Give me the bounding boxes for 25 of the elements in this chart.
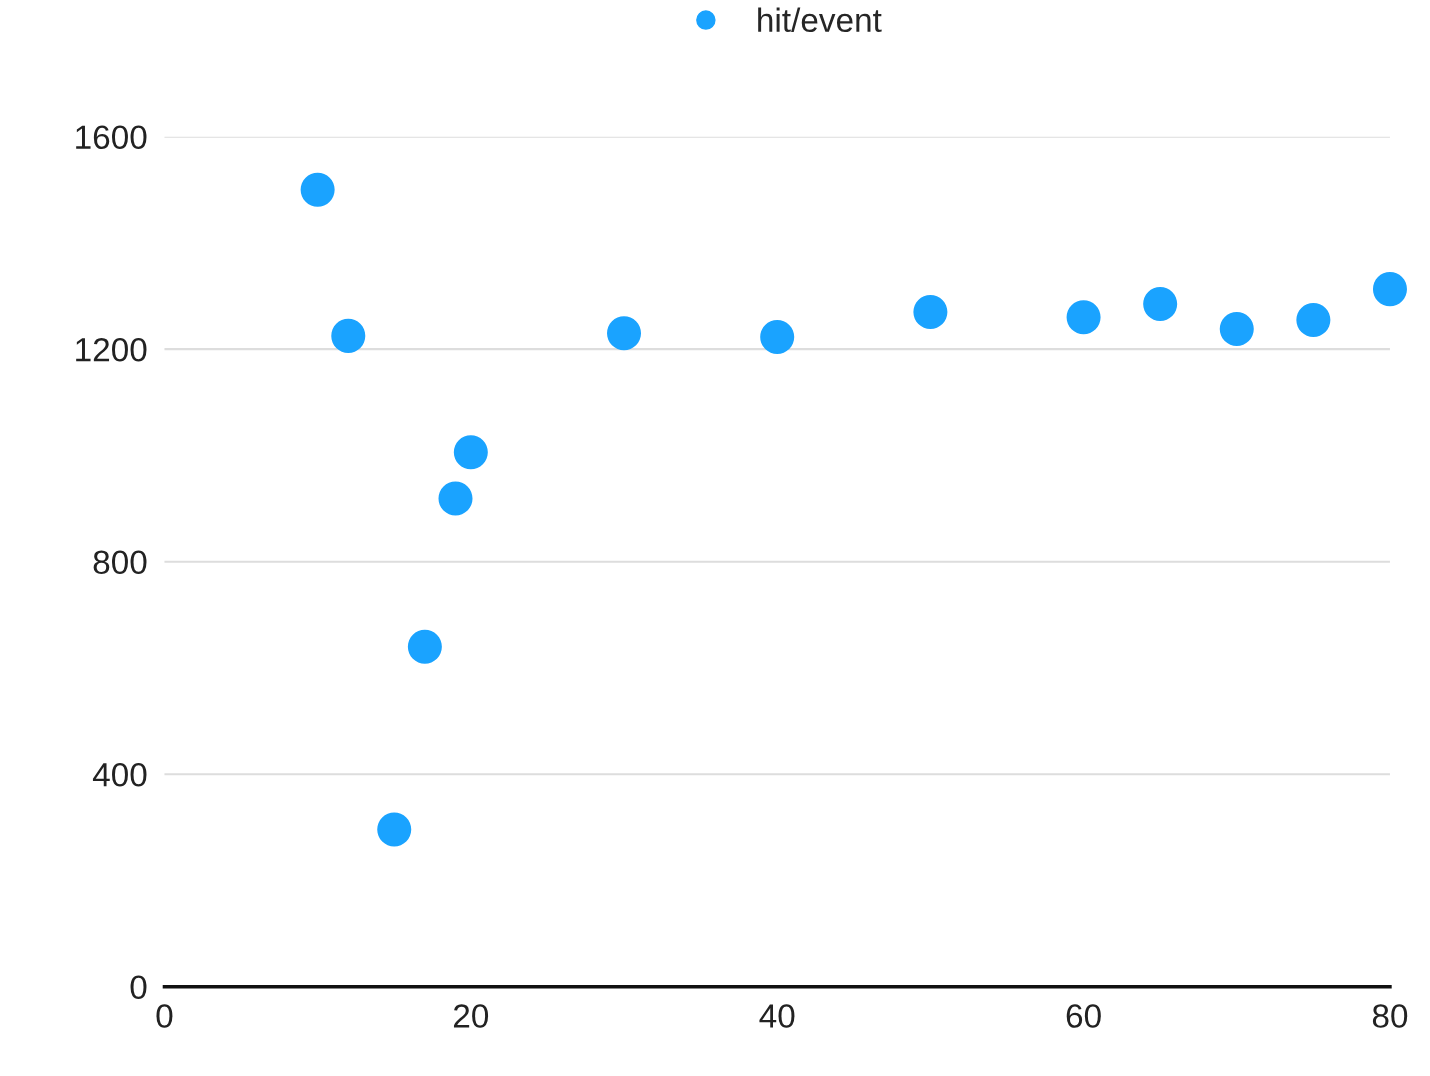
point (377, 812, 412, 847)
legend-label: hit/event (758, 7, 882, 33)
point (300, 172, 335, 207)
point (1066, 300, 1101, 335)
point (1219, 311, 1254, 346)
x-tick-label: 80 (1372, 1004, 1408, 1028)
y-tick-label: 1600 (76, 125, 147, 150)
y-tick-label: 400 (92, 762, 147, 787)
x-tick-label: 60 (1066, 1004, 1101, 1028)
point (913, 294, 948, 329)
y-tick-label: 1200 (76, 337, 147, 362)
point (407, 629, 442, 664)
point (438, 481, 473, 516)
y-tick-label: 0 (130, 975, 147, 1000)
point (1372, 272, 1407, 307)
x-tick-label: 20 (453, 1004, 489, 1028)
point (331, 318, 366, 353)
x-tick-label: 0 (156, 1004, 173, 1028)
point (760, 319, 795, 354)
point (453, 435, 488, 470)
point (1143, 286, 1178, 322)
point (607, 316, 642, 351)
y-tick-label: 800 (93, 550, 147, 575)
point (1296, 302, 1331, 337)
x-tick-label: 40 (759, 1004, 795, 1028)
